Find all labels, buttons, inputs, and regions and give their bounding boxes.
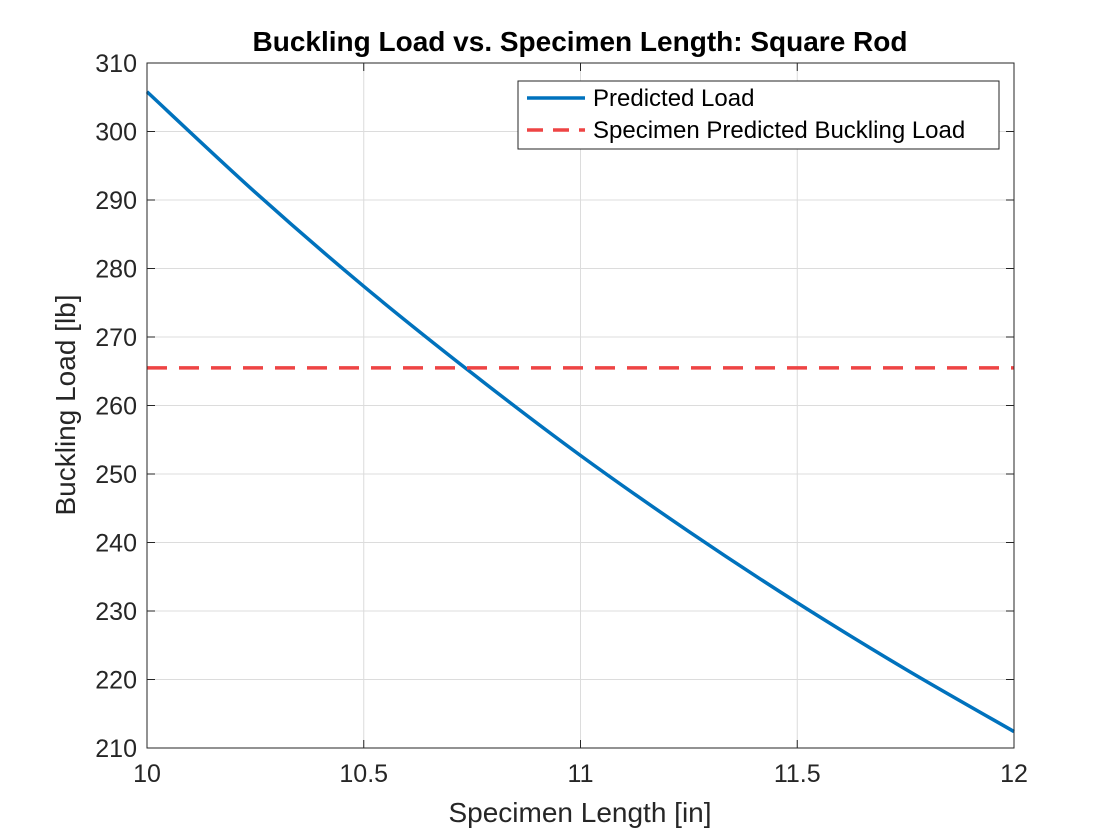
tick-labels: 10 10.5 11 11.5 12 210 220 230 240 250 260 270 280 29… [95,50,1028,788]
y-tick-label: 280 [95,256,137,284]
y-tick-label: 240 [95,530,137,558]
y-tick-label: 260 [95,393,137,421]
x-tick-label: 10.5 [339,760,388,788]
y-tick-label: 230 [95,598,137,626]
x-tick-label: 10 [133,760,161,788]
legend-box [517,80,1000,150]
y-tick-label: 290 [95,187,137,215]
x-tick-label: 11.5 [774,760,821,788]
y-tick-label: 300 [95,119,137,147]
tick-marks [146,62,1015,749]
legend-label-0: Predicted Load [593,85,754,112]
x-axis-label: Specimen Length [in] [448,797,711,828]
grid-lines [147,63,1014,748]
x-tick-label: 12 [1000,760,1028,788]
y-tick-label: 250 [95,461,137,489]
y-tick-label: 270 [95,324,137,352]
y-tick-label: 210 [95,735,137,763]
chart-title: Buckling Load vs. Specimen Length: Squar… [253,26,908,57]
legend: Predicted Load Specimen Predicted Bucklin… [517,80,1000,150]
legend-label-1: Specimen Predicted Buckling Load [593,117,965,144]
y-tick-label: 310 [95,50,137,78]
x-tick-label: 11 [568,760,594,788]
y-tick-label: 220 [95,667,137,695]
series-layer [145,90,1015,734]
series-line-0 [145,90,1015,734]
y-axis-label: Buckling Load [lb] [50,294,81,515]
